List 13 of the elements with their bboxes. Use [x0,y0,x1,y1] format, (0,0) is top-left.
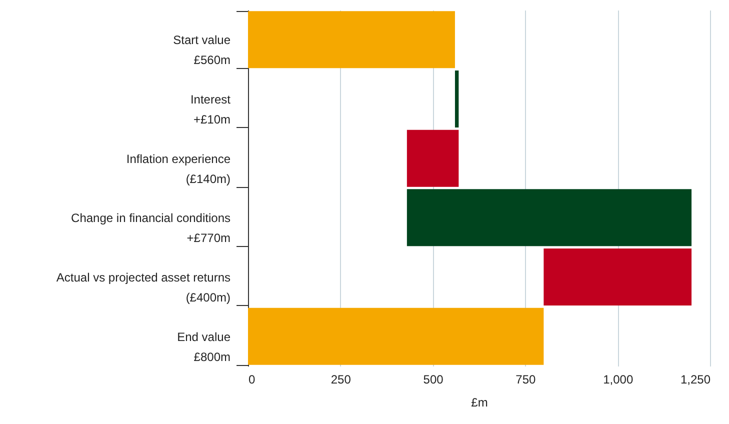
y-tick-label: Start value £560m [173,33,231,68]
y-tick-label: End value £800m [177,330,231,364]
x-tick-label: 500 [423,372,444,386]
x-tick-label: 750 [516,372,536,386]
y-tick-label: Inflation experience (£140m) [126,152,231,186]
y-tick-label: Actual vs projected asset returns (£400m) [56,270,230,304]
x-axis-title: £m [471,396,488,410]
x-tick-label: 250 [330,372,352,386]
x-tick-label: 1,250 [680,372,711,386]
x-tick-label: 0 [248,372,256,386]
y-tick-label: Change in financial conditions +£770m [71,211,230,246]
y-tick-label: Interest +£10m [190,92,232,126]
x-tick-label: 1,000 [603,372,634,386]
